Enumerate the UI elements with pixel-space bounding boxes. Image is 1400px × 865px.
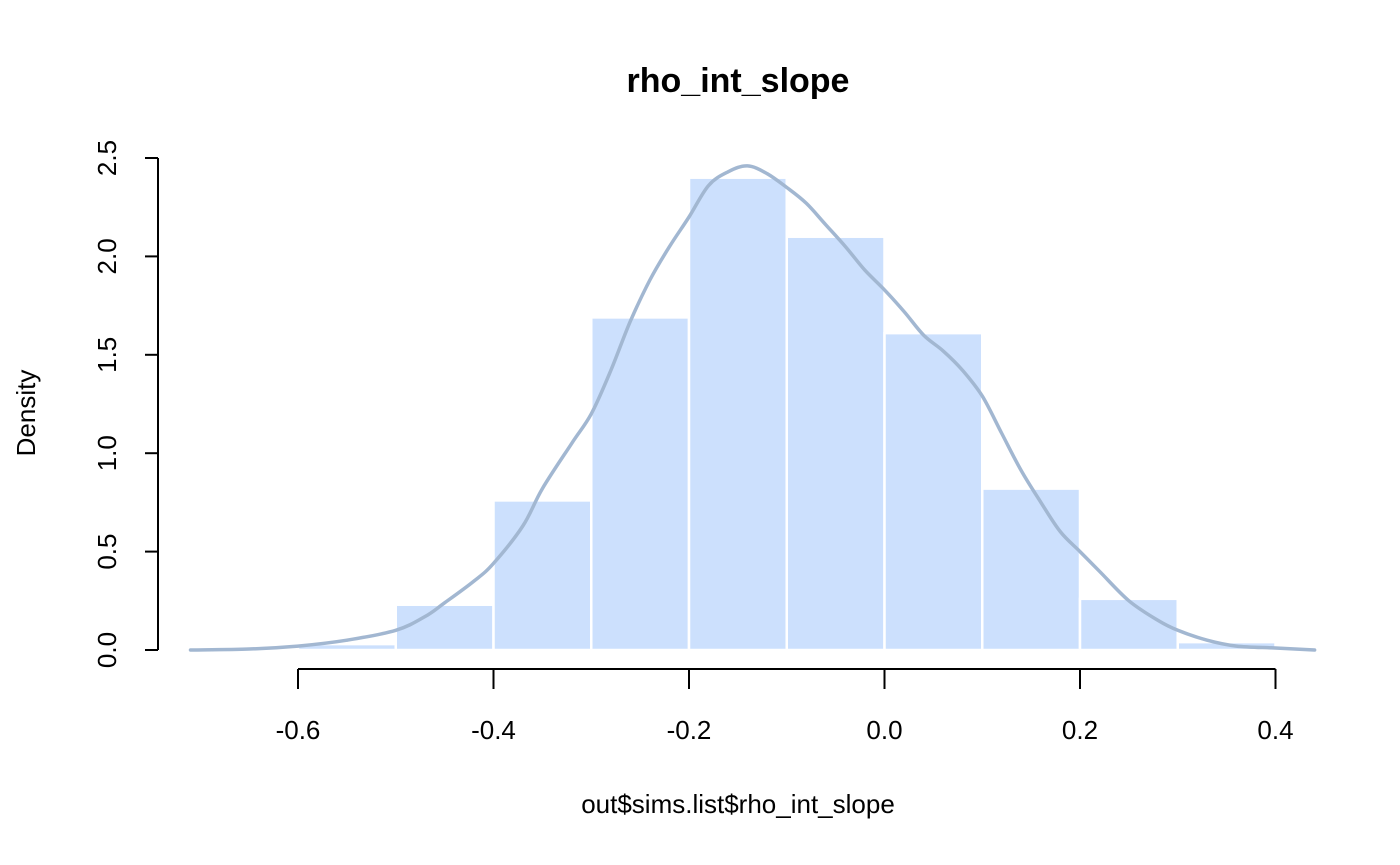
x-tick-label: 0.0 — [866, 715, 902, 745]
x-axis-label: out$sims.list$rho_int_slope — [581, 789, 895, 819]
histogram-bar — [883, 331, 984, 652]
y-tick-label: 2.5 — [92, 140, 122, 176]
y-tick-label: 0.0 — [92, 632, 122, 668]
x-tick-label: -0.6 — [276, 715, 321, 745]
y-axis: 0.0 0.5 1.0 1.5 2.0 2.5 — [92, 140, 159, 668]
y-tick-label: 2.0 — [92, 238, 122, 274]
density-curve — [188, 164, 1317, 652]
x-tick-label: 0.4 — [1257, 715, 1293, 745]
y-tick-label: 0.5 — [92, 534, 122, 570]
histogram-bar — [981, 487, 1082, 652]
x-tick-label: -0.2 — [667, 715, 712, 745]
y-tick-label: 1.0 — [92, 435, 122, 471]
histogram-bar — [492, 499, 593, 652]
y-axis-label: Density — [11, 370, 41, 457]
chart-title: rho_int_slope — [627, 62, 850, 100]
histogram-bar — [785, 235, 886, 652]
x-tick-label: -0.4 — [471, 715, 516, 745]
y-tick-label: 1.5 — [92, 337, 122, 373]
histogram-bars — [296, 176, 1277, 652]
x-tick-label: 0.2 — [1062, 715, 1098, 745]
x-axis: -0.6 -0.4 -0.2 0.0 0.2 0.4 — [276, 668, 1294, 745]
density-curve-group — [188, 164, 1317, 652]
histogram-bar — [394, 603, 495, 652]
histogram-bar — [687, 176, 788, 652]
histogram-bar — [590, 316, 691, 652]
